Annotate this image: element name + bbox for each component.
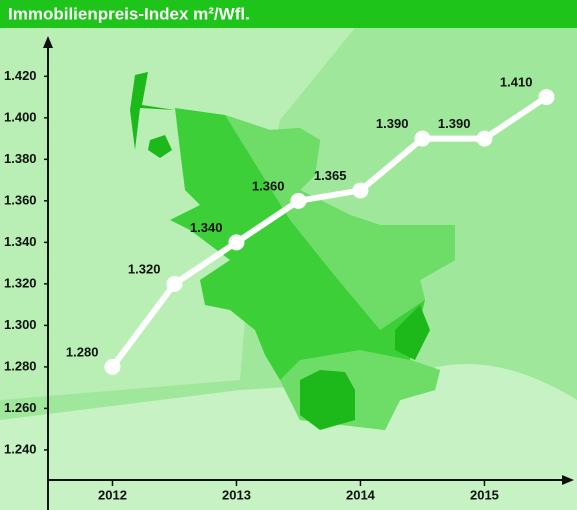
x-axis-arrow bbox=[562, 475, 574, 485]
map-region bbox=[300, 370, 355, 430]
value-label: 1.280 bbox=[66, 344, 99, 359]
value-label: 1.390 bbox=[438, 116, 471, 131]
y-tick-label: 1.340 bbox=[4, 234, 37, 249]
y-tick-label: 1.280 bbox=[4, 358, 37, 373]
value-label: 1.360 bbox=[252, 178, 285, 193]
value-label: 1.340 bbox=[190, 220, 223, 235]
y-tick-label: 1.260 bbox=[4, 400, 37, 415]
point bbox=[352, 182, 369, 199]
point bbox=[290, 192, 307, 209]
y-tick-label: 1.380 bbox=[4, 151, 37, 166]
point bbox=[476, 130, 493, 147]
y-tick-label: 1.420 bbox=[4, 68, 37, 83]
x-tick-label: 2015 bbox=[470, 487, 499, 502]
map-region bbox=[130, 72, 175, 150]
y-tick-label: 1.400 bbox=[4, 109, 37, 124]
map-region bbox=[395, 305, 430, 360]
y-tick-label: 1.240 bbox=[4, 441, 37, 456]
value-label: 1.365 bbox=[314, 168, 347, 183]
y-tick-label: 1.300 bbox=[4, 317, 37, 332]
value-label: 1.320 bbox=[128, 261, 161, 276]
value-label: 1.390 bbox=[376, 116, 409, 131]
map-region bbox=[170, 108, 455, 430]
value-label: 1.410 bbox=[500, 75, 533, 90]
line bbox=[110, 94, 549, 369]
y-tick-label: 1.360 bbox=[4, 192, 37, 207]
x-tick-label: 2012 bbox=[98, 487, 127, 502]
point bbox=[414, 130, 431, 147]
y-tick-label: 1.320 bbox=[4, 275, 37, 290]
point bbox=[166, 275, 183, 292]
map-region bbox=[225, 115, 455, 330]
x-tick-label: 2013 bbox=[222, 487, 251, 502]
point bbox=[228, 234, 245, 251]
map-area bbox=[0, 28, 355, 400]
x-tick-label: 2014 bbox=[346, 487, 376, 502]
point bbox=[538, 89, 555, 106]
title-bar bbox=[0, 0, 577, 28]
map-region bbox=[148, 135, 172, 158]
y-axis-arrow bbox=[43, 36, 53, 48]
point bbox=[104, 358, 121, 375]
chart-title: Immobilienpreis-Index m²/Wfl. bbox=[8, 4, 250, 23]
